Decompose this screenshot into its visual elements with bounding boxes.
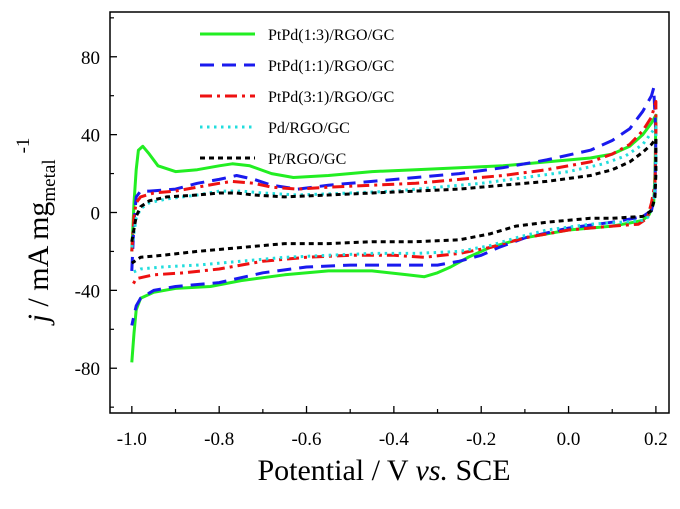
y-tick-label: 40 [81, 126, 100, 147]
x-axis-label: Potential / V vs. SCE [257, 454, 510, 487]
legend-label-5: Pt/RGO/GC [268, 151, 346, 168]
y-tick-labels: -80 -40 0 40 80 [75, 48, 100, 380]
x-tick-label: 0.0 [557, 429, 581, 450]
x-tick-label: 0.2 [644, 429, 668, 450]
y-tick-label: -80 [75, 359, 100, 380]
y-axis-label: j / mA mgmetal -1 [13, 138, 60, 327]
y-tick-label: 0 [91, 204, 101, 225]
y-tick-label: -40 [75, 281, 100, 302]
series-lines [130, 86, 658, 363]
series-line-3 [130, 100, 658, 288]
legend-label-2: PtPd(1:1)/RGO/GC [268, 58, 394, 75]
x-axis-label-italic: vs. [416, 454, 449, 487]
series-line-4 [130, 125, 658, 275]
x-tick-labels: -1.0 -0.8 -0.6 -0.4 -0.2 0.0 0.2 [117, 429, 668, 450]
y-axis-label-sub: metal [39, 159, 60, 201]
x-axis-label-main: Potential / V [257, 454, 415, 487]
y-axis-label-main: / mA mg [22, 202, 55, 315]
x-tick-label: -0.8 [204, 429, 234, 450]
axis-ticks [110, 17, 657, 413]
x-axis-label-end: SCE [448, 454, 511, 487]
x-tick-label: -0.2 [466, 429, 496, 450]
series-line-5 [130, 137, 658, 265]
x-tick-label: -0.4 [379, 429, 410, 450]
x-tick-label: -0.6 [291, 429, 321, 450]
series-line-1 [130, 113, 658, 363]
x-tick-label: -1.0 [117, 429, 147, 450]
legend-label-3: PtPd(3:1)/RGO/GC [268, 89, 394, 106]
legend: PtPd(1:3)/RGO/GC PtPd(1:1)/RGO/GC PtPd(3:1… [200, 27, 394, 168]
y-tick-label: 80 [81, 48, 100, 69]
legend-label-4: Pd/RGO/GC [268, 120, 350, 137]
y-axis-label-sup: -1 [13, 138, 34, 154]
legend-label-1: PtPd(1:3)/RGO/GC [268, 27, 394, 44]
series-line-2 [130, 86, 658, 326]
y-axis-label-italic: j [22, 314, 55, 326]
plot-frame [109, 11, 670, 414]
